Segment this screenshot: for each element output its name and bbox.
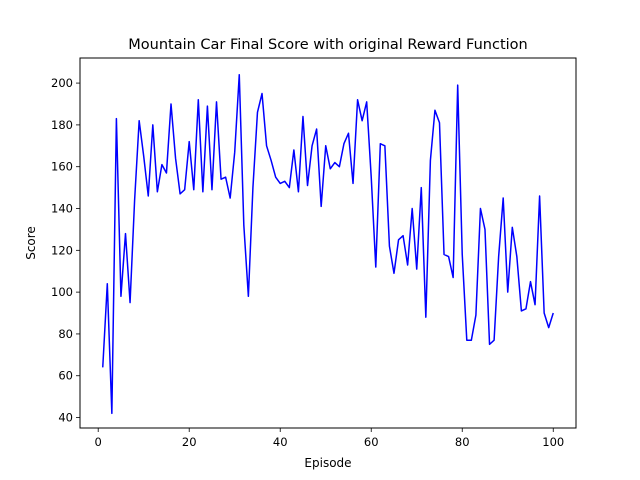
y-axis-label: Score [24, 226, 38, 260]
y-tick-label: 140 [51, 202, 73, 216]
x-axis-ticks: 0 20 40 60 80 100 [95, 428, 564, 449]
series-line-1 [102, 73, 554, 415]
y-tick-label: 60 [58, 369, 73, 383]
x-tick-label: 0 [95, 435, 102, 449]
x-tick-label: 20 [182, 435, 197, 449]
y-tick-label: 120 [51, 243, 73, 257]
plot-frame [79, 57, 577, 429]
x-tick-label: 80 [455, 435, 470, 449]
y-tick-label: 40 [58, 411, 73, 425]
plot-area [80, 58, 576, 428]
y-tick-label: 160 [51, 160, 73, 174]
x-tick-label: 100 [542, 435, 564, 449]
y-tick-label: 80 [58, 327, 73, 341]
x-tick-label: 40 [273, 435, 288, 449]
plot-series [102, 73, 554, 415]
y-tick-label: 200 [51, 76, 73, 90]
chart-title: Mountain Car Final Score with original R… [128, 37, 527, 53]
x-tick-label: 60 [364, 435, 379, 449]
x-axis-label: Episode [304, 456, 351, 470]
y-axis-ticks: 40 60 80 100 120 140 160 180 200 [51, 76, 80, 425]
y-tick-label: 180 [51, 118, 73, 132]
y-tick-label: 100 [51, 285, 73, 299]
